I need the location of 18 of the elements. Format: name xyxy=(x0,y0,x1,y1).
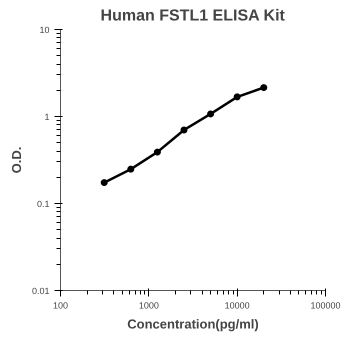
y-axis-title: O.D. xyxy=(8,146,24,174)
point xyxy=(234,93,241,100)
point xyxy=(180,126,188,134)
point xyxy=(260,84,268,92)
point xyxy=(127,166,134,173)
y-tick-label: 10 xyxy=(39,25,50,35)
x-axis-title: Concentration(pg/ml) xyxy=(127,316,259,332)
y-tick-label: 0.01 xyxy=(32,286,50,296)
x-tick-label: 10000 xyxy=(224,300,250,310)
point xyxy=(100,179,108,186)
y-tick-label: 1 xyxy=(44,112,50,122)
point xyxy=(207,110,214,118)
chart-title: Human FSTL1 ELISA Kit xyxy=(100,8,286,24)
x-tick-label: 100 xyxy=(52,300,68,310)
point xyxy=(154,148,161,156)
y-tick-label: 0.1 xyxy=(36,199,50,209)
x-tick-label: 100000 xyxy=(310,300,341,310)
x-tick-label: 1000 xyxy=(138,300,159,310)
